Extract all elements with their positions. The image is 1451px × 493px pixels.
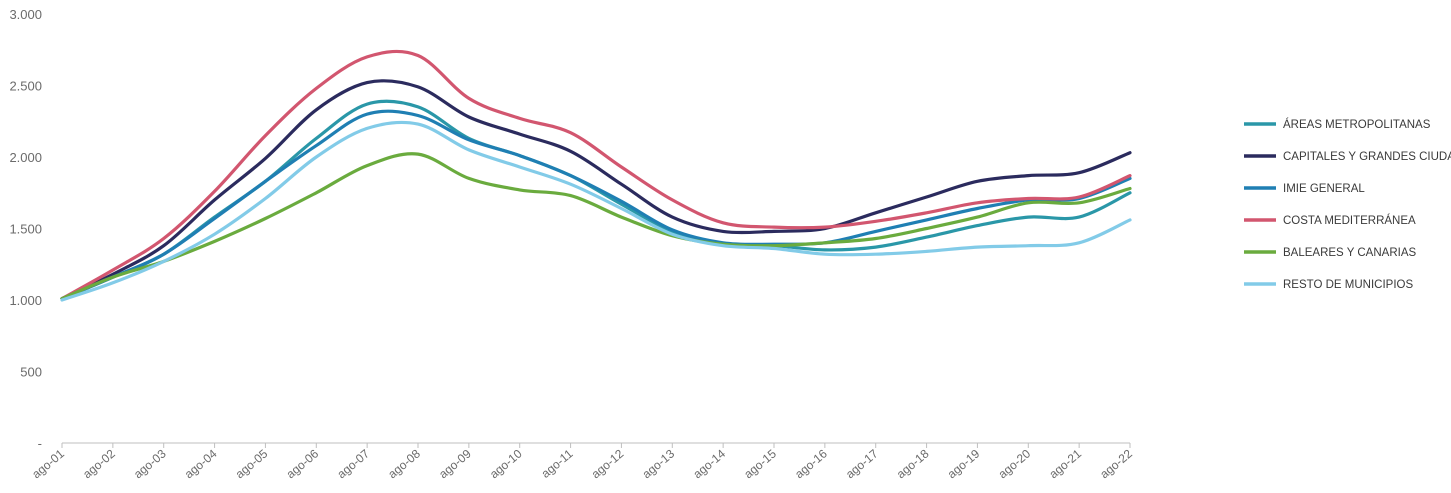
series-line-4 (60, 49, 1132, 301)
legend-label: COSTA MEDITERRÁNEA (1283, 214, 1416, 227)
legend-label: IMIE GENERAL (1283, 183, 1365, 195)
y-axis: - 500 1.000 1.500 2.000 2.500 3.000 (9, 7, 42, 451)
x-axis: ago-01 ago-02 ago-03 ago-04 ago-05 ago-06 ago-… (29, 442, 1135, 481)
y-tick-label: 1.500 (9, 222, 42, 237)
x-tick-label: ago-10 (487, 446, 525, 481)
x-tick-label: ago-19 (945, 446, 983, 481)
x-tick-label: ago-08 (385, 446, 423, 481)
x-tick-label: ago-01 (29, 446, 67, 481)
x-tick-label: ago-13 (640, 446, 678, 481)
x-tick-label: ago-15 (741, 446, 779, 481)
series-line-6 (60, 120, 1132, 302)
x-tick-label: ago-16 (792, 446, 830, 481)
x-tick-label: ago-02 (80, 446, 118, 481)
x-tick-label: ago-05 (233, 446, 271, 481)
x-tick-label: ago-11 (539, 446, 576, 480)
x-tick-label: ago-21 (1046, 446, 1084, 481)
legend-label: CAPITALES Y GRANDES CIUDADES (1283, 151, 1451, 163)
legend: ÁREAS METROPOLITANAS CAPITALES Y GRANDES … (1244, 118, 1451, 291)
x-tick-label: ago-07 (334, 446, 372, 481)
x-tick-label: ago-22 (1097, 446, 1135, 481)
x-tick-label: ago-09 (436, 446, 474, 481)
series-line-5 (60, 152, 1132, 301)
y-tick-label: 3.000 (9, 7, 42, 22)
series-line-2 (60, 79, 1132, 301)
series-line-3 (60, 109, 1132, 301)
y-tick-label: 2.000 (9, 150, 42, 165)
legend-label: ÁREAS METROPOLITANAS (1283, 118, 1431, 131)
x-tick-label: ago-17 (843, 446, 881, 481)
legend-label: BALEARES Y CANARIAS (1283, 247, 1416, 259)
y-tick-label: 1.000 (9, 293, 42, 308)
series-line-1 (60, 99, 1132, 301)
plot-series (60, 49, 1132, 302)
y-tick-label: - (38, 436, 42, 451)
x-tick-label: ago-20 (996, 446, 1034, 481)
x-tick-label: ago-06 (284, 446, 322, 481)
y-tick-label: 2.500 (9, 79, 42, 94)
x-tick-label: ago-12 (589, 446, 627, 481)
legend-label: RESTO DE MUNICIPIOS (1283, 279, 1413, 291)
x-tick-label: ago-04 (182, 446, 220, 481)
x-tick-label: ago-14 (690, 446, 728, 481)
y-tick-label: 500 (20, 365, 42, 380)
x-tick-label: ago-18 (894, 446, 932, 481)
x-tick-label: ago-03 (131, 446, 169, 481)
